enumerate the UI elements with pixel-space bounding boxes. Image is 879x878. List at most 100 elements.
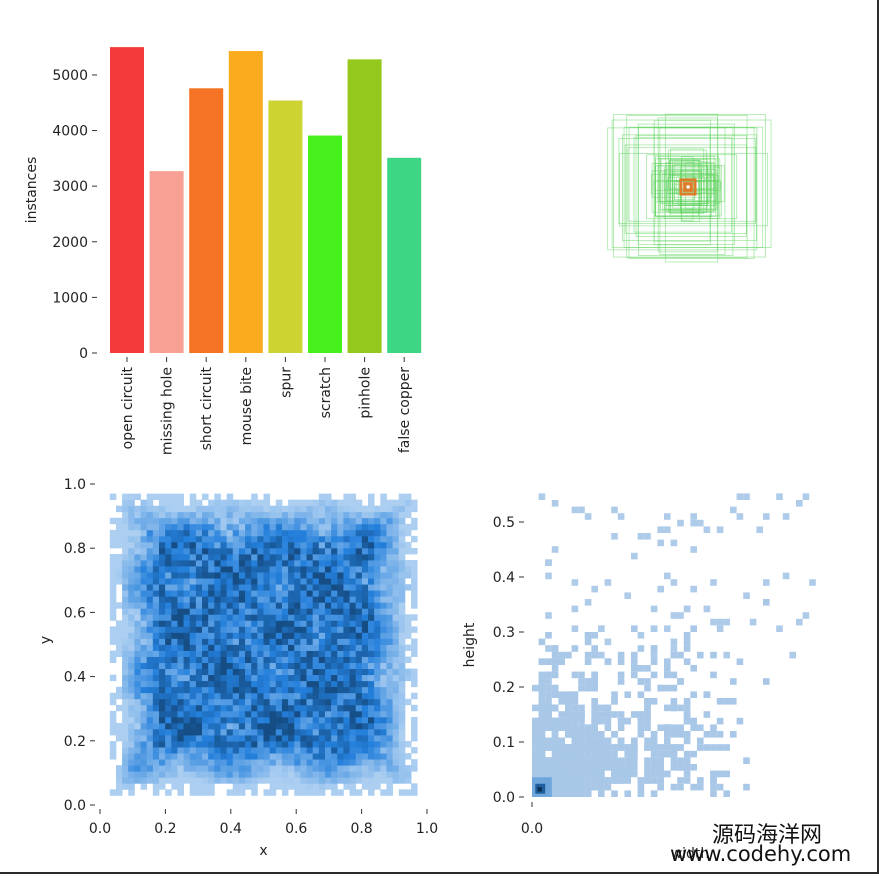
heat-cell xyxy=(183,698,191,706)
heat-cell xyxy=(232,584,240,591)
watermark-title: 源码海洋网 xyxy=(712,823,823,848)
heat-cell xyxy=(165,680,172,688)
heat-cell xyxy=(232,662,240,670)
heat-cell xyxy=(128,638,135,645)
heat-cell xyxy=(140,674,148,682)
heat-cell xyxy=(281,638,289,645)
heat-cell xyxy=(208,553,215,561)
heat-cell xyxy=(251,668,258,676)
heat-cell xyxy=(551,665,559,672)
heat-cell xyxy=(591,651,598,659)
heat-cell xyxy=(171,638,178,645)
heat-cell xyxy=(617,711,625,718)
heat-cell xyxy=(122,517,129,525)
heat-cell xyxy=(368,716,375,724)
heat-cell xyxy=(158,771,166,778)
heat-cell xyxy=(386,710,393,718)
heat-cell xyxy=(269,722,277,730)
heat-cell xyxy=(281,656,289,664)
x-tick-label: 0.6 xyxy=(285,821,307,837)
heat-cell xyxy=(578,724,585,731)
heat-cell xyxy=(269,771,277,778)
heat-cell xyxy=(226,560,234,567)
heat-cell xyxy=(263,789,271,796)
heat-cell xyxy=(214,662,221,670)
heat-cell xyxy=(152,759,160,766)
heat-cell xyxy=(263,777,271,784)
heat-cell xyxy=(355,541,363,549)
heat-cell xyxy=(380,584,387,591)
heat-cell xyxy=(281,771,289,778)
heat-cell xyxy=(551,764,559,771)
heat-cell xyxy=(337,499,344,507)
heat-cell xyxy=(637,717,645,725)
heat-cell xyxy=(677,651,684,659)
heat-cell xyxy=(232,560,240,567)
heat-cell xyxy=(361,710,369,718)
heat-cell xyxy=(624,777,631,784)
heat-cell xyxy=(115,505,123,513)
heat-cell xyxy=(177,535,184,543)
heat-cell xyxy=(122,596,129,603)
heat-cell xyxy=(281,620,289,627)
heat-cell xyxy=(275,626,283,633)
heat-cell xyxy=(294,771,301,778)
heat-cell xyxy=(578,684,585,692)
heat-cell xyxy=(140,499,148,507)
heat-cell xyxy=(152,747,160,754)
heat-cell xyxy=(275,644,283,651)
heat-cell xyxy=(306,590,314,597)
heat-cell xyxy=(723,744,730,751)
heat-cell xyxy=(146,602,154,609)
heat-cell xyxy=(331,626,338,633)
heat-cell xyxy=(208,596,215,603)
heat-cell xyxy=(386,692,393,700)
heat-cell xyxy=(202,511,209,519)
heat-cell xyxy=(637,678,645,685)
heat-cell xyxy=(281,680,289,688)
bounding-box xyxy=(658,155,715,212)
bounding-box xyxy=(619,152,768,227)
heat-cell xyxy=(306,789,314,796)
heat-cell xyxy=(710,724,717,731)
heat-cell xyxy=(281,590,289,597)
heat-cell xyxy=(337,722,344,730)
heat-cell xyxy=(743,757,750,764)
heat-cell xyxy=(368,499,375,507)
heat-cell xyxy=(571,750,579,758)
heat-cell xyxy=(263,692,271,700)
heat-cell xyxy=(238,638,246,645)
heat-cell xyxy=(263,686,271,694)
heat-cell xyxy=(245,728,252,736)
heat-cell xyxy=(710,671,717,679)
heat-cell xyxy=(631,671,638,679)
heat-cell xyxy=(146,517,154,525)
heat-cell xyxy=(226,566,234,573)
heat-cell xyxy=(337,566,344,573)
heat-cell xyxy=(177,632,184,639)
heat-cell xyxy=(545,658,552,665)
x-tick-label: mouse bite xyxy=(239,367,255,445)
heat-cell xyxy=(257,741,264,748)
heat-cell xyxy=(374,783,381,790)
heat-cell xyxy=(238,728,246,736)
heat-cell xyxy=(404,777,412,784)
heat-cell xyxy=(263,698,271,706)
heat-cell xyxy=(337,596,344,603)
heat-cell xyxy=(232,777,240,784)
heat-cell xyxy=(115,765,123,772)
heat-cell xyxy=(251,499,258,507)
heat-cell xyxy=(398,777,406,784)
heat-cell xyxy=(331,511,338,519)
heat-cell xyxy=(349,493,357,501)
heat-cell xyxy=(343,716,350,724)
heat-cell xyxy=(288,753,295,760)
heat-cell xyxy=(171,626,178,633)
heat-cell xyxy=(177,560,184,567)
heat-cell xyxy=(404,566,412,573)
heat-cell xyxy=(355,547,363,555)
heat-cell xyxy=(664,704,671,712)
heat-cell xyxy=(361,614,369,621)
heat-cell xyxy=(380,505,387,513)
heat-cell xyxy=(565,724,572,731)
